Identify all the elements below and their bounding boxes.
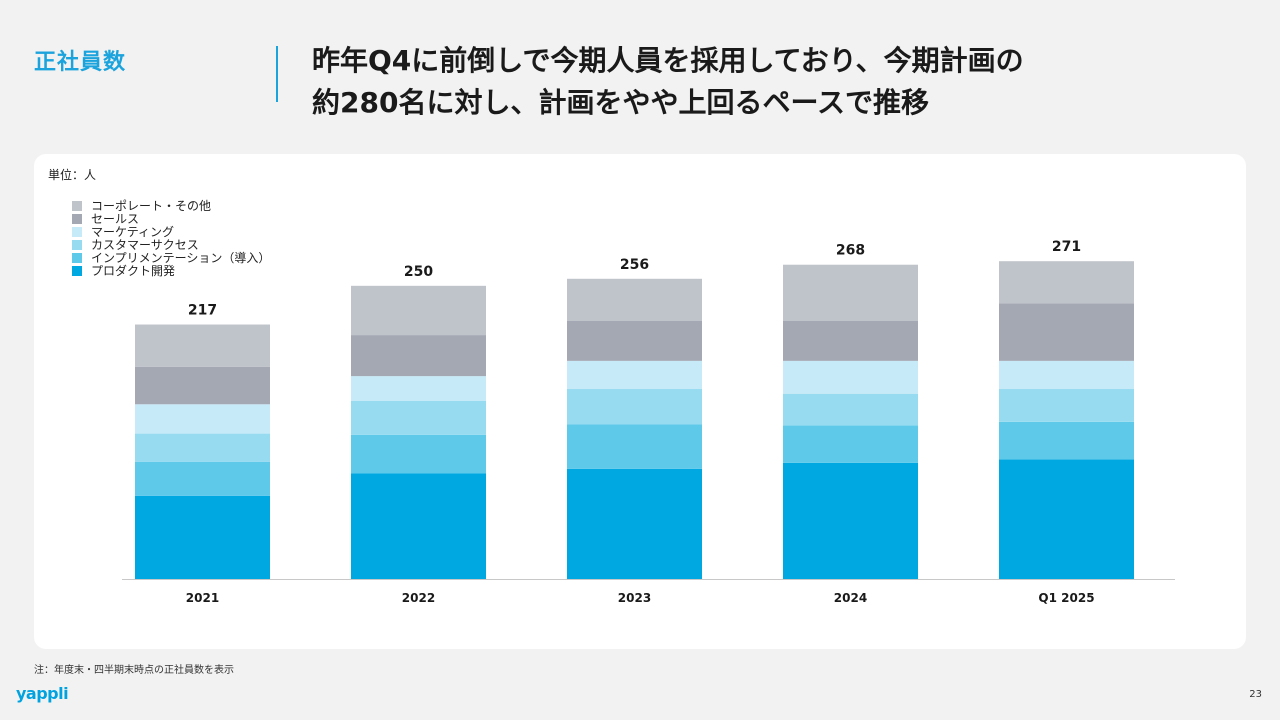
data-label: 268 [836, 243, 865, 259]
bar-segment [999, 459, 1134, 579]
yappli-logo: yappli [16, 684, 69, 703]
headline-line-1: 昨年Q4に前倒しで今期人員を採用しており、今期計画の [312, 44, 1024, 77]
legend-item: セールス [72, 212, 270, 226]
data-label: 217 [188, 303, 217, 319]
bar-segment [783, 264, 918, 322]
bar-segment [999, 421, 1134, 460]
bar-segment [783, 321, 918, 361]
legend-label: コーポレート・その他 [91, 199, 212, 213]
x-tick-label: 2023 [618, 591, 651, 605]
bar-segment [135, 433, 270, 462]
bar-segment [351, 434, 486, 474]
bar-segment [783, 462, 918, 579]
chart-card: 単位：人 コーポレート・その他 セールス マーケティング カスタマーサクセス インプリメ… [34, 154, 1246, 649]
legend-label: カスタマーサクセス [91, 238, 199, 252]
x-tick-label: 2021 [186, 591, 219, 605]
legend-swatch [72, 265, 82, 276]
data-label: 271 [1052, 239, 1081, 255]
bar-segment [783, 360, 918, 394]
legend-swatch [72, 239, 82, 250]
bar-segment [567, 360, 702, 390]
legend-item: マーケティング [72, 225, 270, 239]
bar-segment [351, 335, 486, 377]
legend-label: プロダクト開発 [91, 264, 176, 278]
legend-item: プロダクト開発 [72, 264, 270, 278]
bar-segment [567, 468, 702, 579]
bar-segment [999, 360, 1134, 390]
bar-segment [135, 366, 270, 405]
bar-segment [351, 400, 486, 435]
bar-segment [135, 404, 270, 434]
x-tick-label: Q1 2025 [1038, 591, 1094, 605]
page-number: 23 [1249, 689, 1262, 700]
legend-label: マーケティング [91, 225, 175, 239]
legend-swatch [72, 226, 82, 237]
legend-label: インプリメンテーション（導入） [91, 251, 271, 265]
bar-segment [567, 424, 702, 469]
headline: 昨年Q4に前倒しで今期人員を採用しており、今期計画の 約280名に対し、計画をや… [312, 40, 1252, 124]
section-label: 正社員数 [34, 50, 127, 75]
bar-segment [135, 324, 270, 367]
legend-item: コーポレート・その他 [72, 199, 270, 213]
legend-item: インプリメンテーション（導入） [72, 251, 271, 265]
unit-label: 単位：人 [48, 168, 97, 182]
headline-line-2: 約280名に対し、計画をやや上回るペースで推移 [312, 86, 930, 119]
bar-segment [999, 303, 1134, 361]
x-tick-label: 2024 [834, 591, 867, 605]
bar-segment [567, 278, 702, 322]
legend-swatch [72, 213, 82, 224]
bar-segment [999, 261, 1134, 304]
bar-segment [999, 389, 1134, 422]
data-label: 256 [620, 257, 649, 273]
stacked-bar-chart: 217 2021 250 2022 256 2023 268 2024 271 Q1 2025 [122, 239, 1175, 605]
bar-segment [783, 393, 918, 426]
bar-segment [783, 425, 918, 463]
legend-label: セールス [91, 212, 140, 226]
bar-segment [135, 495, 270, 579]
bar-segment [351, 285, 486, 336]
legend-swatch [72, 200, 82, 211]
footnote: 注：年度末・四半期末時点の正社員数を表示 [34, 665, 234, 676]
bar-segment [567, 321, 702, 361]
chart-legend: コーポレート・その他 セールス マーケティング カスタマーサクセス インプリメンテーショ… [72, 199, 271, 278]
bar-segment [351, 473, 486, 579]
data-label: 250 [404, 264, 433, 280]
title-divider [276, 46, 278, 102]
bar-segment [135, 461, 270, 496]
x-tick-label: 2022 [402, 591, 435, 605]
legend-swatch [72, 252, 82, 263]
bar-segment [351, 376, 486, 401]
legend-item: カスタマーサクセス [72, 238, 270, 252]
bar-segment [567, 389, 702, 425]
